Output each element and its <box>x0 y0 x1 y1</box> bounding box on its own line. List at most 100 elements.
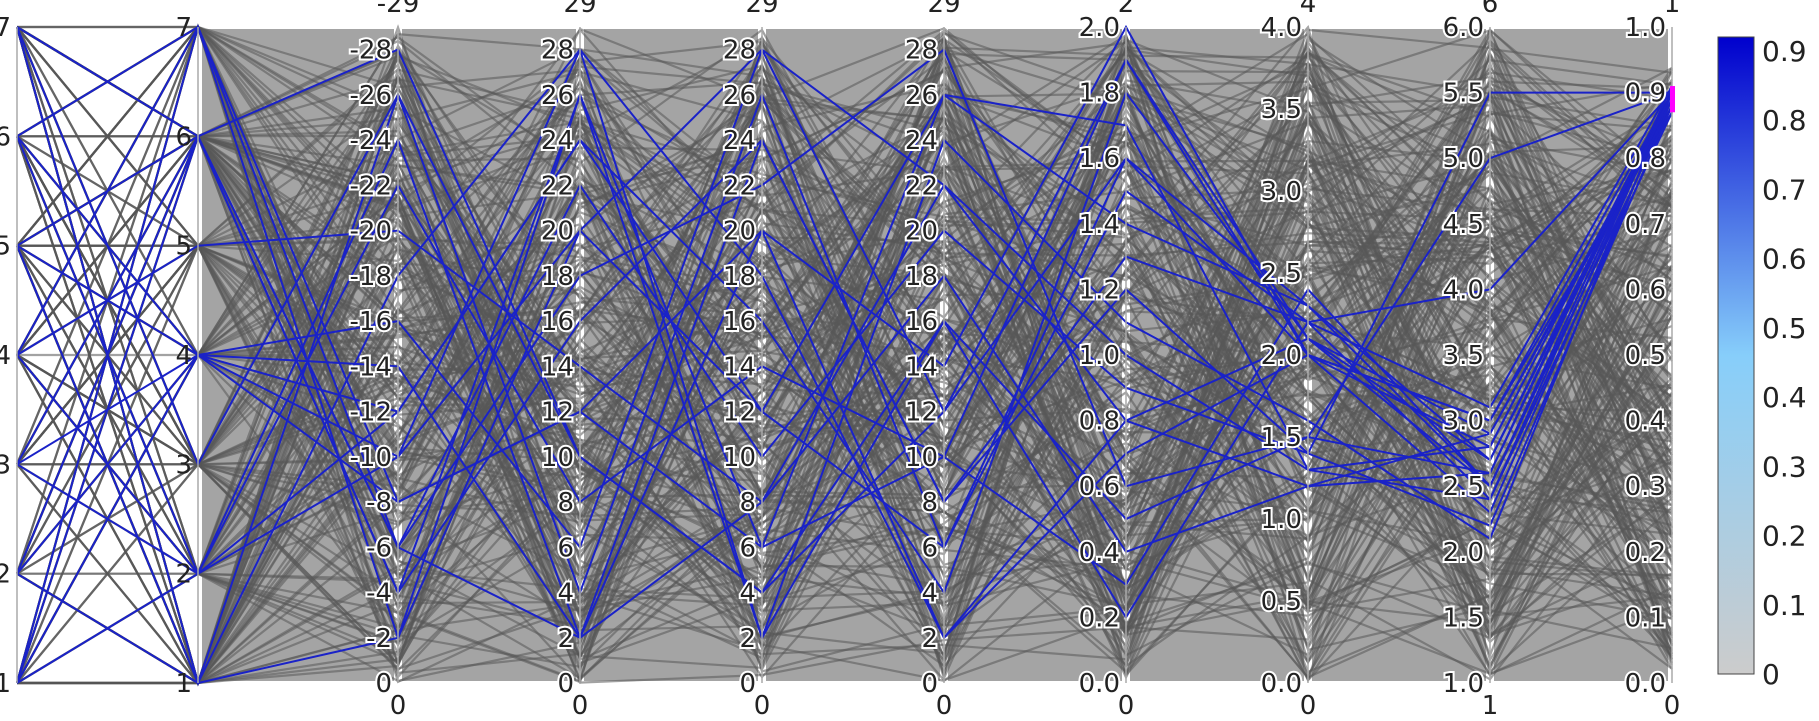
colorbar-tick-label: 0.3 <box>1762 450 1807 483</box>
axis-tick-label: 24 <box>723 126 756 156</box>
axis-tick-label: 0 <box>375 669 392 699</box>
axis-tick-label: 1.4 <box>1079 210 1120 240</box>
axis-tick-label: 1.2 <box>1079 275 1120 305</box>
axis-tick-label: 6.0 <box>1443 13 1484 43</box>
highlighted-line[interactable] <box>16 26 1673 594</box>
axis-top-label: 29 <box>563 0 596 19</box>
axis-tick-label: 5.0 <box>1443 144 1484 174</box>
axis-tick-label: 4 <box>175 341 192 371</box>
axis-tick-label: 2 <box>921 624 938 654</box>
axis-tick-label: 1.0 <box>1079 341 1120 371</box>
axis-tick-label: 20 <box>541 217 574 247</box>
axis-tick-label: 6 <box>175 122 192 152</box>
axis-tick-label: 5 <box>175 232 192 262</box>
axis-tick-label: 1.0 <box>1443 669 1484 699</box>
axis-tick-label: 28 <box>723 36 756 66</box>
axis-bottom-label: 0 <box>1300 691 1317 721</box>
axis-tick-label: -14 <box>350 352 392 382</box>
axis-tick-label: 16 <box>541 307 574 337</box>
axis-tick-label: 0.0 <box>1261 669 1302 699</box>
axes: 123456712345670-2-4-6-8-10-12-14-16-18-2… <box>0 0 1680 721</box>
axis-top-label: 29 <box>745 0 778 19</box>
axis-tick-label: 0.2 <box>1625 538 1666 568</box>
axis-bottom-label: 0 <box>754 691 771 721</box>
axis-top-label: 1 <box>1664 0 1681 19</box>
axis-tick-label: -16 <box>350 307 392 337</box>
axis-tick-label: 26 <box>905 81 938 111</box>
axis-tick-label: 20 <box>723 217 756 247</box>
axis-top-label: 2 <box>1118 0 1135 19</box>
highlighted-line[interactable] <box>16 93 1673 685</box>
colorbar-gradient <box>1717 36 1755 675</box>
axis-tick-label: 0.4 <box>1079 538 1120 568</box>
axis-tick-label: 0.7 <box>1625 210 1666 240</box>
axis-tick-label: 0.3 <box>1625 472 1666 502</box>
context-density-band <box>1494 29 1668 681</box>
axis-tick-label: 0.0 <box>1625 669 1666 699</box>
axis-tick-label: 14 <box>541 352 574 382</box>
axis-tick-label: 2 <box>739 624 756 654</box>
highlighted-line[interactable] <box>16 23 1673 684</box>
colorbar-tick-label: 0.5 <box>1762 312 1807 345</box>
constraint-range-marker[interactable] <box>1670 86 1675 113</box>
highlighted-line[interactable] <box>16 48 1673 594</box>
axis-tick-label: 2.5 <box>1443 472 1484 502</box>
axis-tick-label: 26 <box>541 81 574 111</box>
colorbar: 0 0.1 0.2 0.3 0.4 0.5 0.6 0.7 0.8 0.9 <box>1717 35 1807 691</box>
axis-tick-label: 10 <box>723 443 756 473</box>
axis-tick-label: 3.5 <box>1443 341 1484 371</box>
context-density-band <box>402 29 576 681</box>
axis-tick-label: 2.0 <box>1261 341 1302 371</box>
axis-tick-label: 1.0 <box>1261 505 1302 535</box>
axis-tick-label: 22 <box>723 171 756 201</box>
axis-tick-label: -12 <box>350 398 392 428</box>
axis-tick-label: 3.5 <box>1261 95 1302 125</box>
axis-tick-label: 2.0 <box>1443 538 1484 568</box>
axis-top-label: 6 <box>1482 0 1499 19</box>
highlighted-line[interactable] <box>16 24 1673 640</box>
colorbar-tick-label: 0.7 <box>1762 173 1807 206</box>
highlighted-line[interactable] <box>16 92 1673 684</box>
axis-bottom-label: 0 <box>936 691 953 721</box>
axis-top-label: 29 <box>927 0 960 19</box>
axis-tick-label: 20 <box>905 217 938 247</box>
axis-tick-label: 14 <box>905 352 938 382</box>
axis-tick-label: 0.1 <box>1625 603 1666 633</box>
axis-tick-label: 6 <box>557 533 574 563</box>
axis-tick-label: 10 <box>541 443 574 473</box>
axis-tick-label: 1.6 <box>1079 144 1120 174</box>
axis-tick-label: -24 <box>350 126 392 156</box>
axis-tick-label: 22 <box>541 171 574 201</box>
axis-tick-label: 0.8 <box>1079 407 1120 437</box>
highlighted-line[interactable] <box>16 26 1673 595</box>
axis-tick-label: -20 <box>350 217 392 247</box>
highlighted-line[interactable] <box>16 98 1673 639</box>
axis-tick-label: 1.0 <box>1625 13 1666 43</box>
axis-tick-label: 24 <box>541 126 574 156</box>
highlighted-lines <box>16 23 1673 686</box>
colorbar-tick-label: 0.4 <box>1762 381 1807 414</box>
axis-tick-label: -4 <box>366 579 392 609</box>
highlighted-line[interactable] <box>16 25 1673 641</box>
axis-bottom-label: 0 <box>1664 691 1681 721</box>
axis-tick-label: 0.9 <box>1625 79 1666 109</box>
axis-tick-label: 1 <box>0 669 11 699</box>
axis-tick-label: 8 <box>739 488 756 518</box>
axis-tick-label: 16 <box>905 307 938 337</box>
axis-tick-label: -22 <box>350 171 392 201</box>
highlighted-line[interactable] <box>16 24 1673 550</box>
colorbar-tick-label: 0.2 <box>1762 520 1807 553</box>
highlighted-line[interactable] <box>16 47 1673 575</box>
axis-tick-label: 22 <box>905 171 938 201</box>
colorbar-tick-label: 0.6 <box>1762 243 1807 276</box>
axis-tick-label: -18 <box>350 262 392 292</box>
axis-tick-label: 2 <box>557 624 574 654</box>
axis-tick-label: 2 <box>0 560 11 590</box>
axis-tick-label: 24 <box>905 126 938 156</box>
axis-bottom-label: 1 <box>1482 691 1499 721</box>
axis-tick-label: 28 <box>905 36 938 66</box>
axis-tick-label: 12 <box>905 398 938 428</box>
axis-bottom-label: 0 <box>1118 691 1135 721</box>
axis-tick-label: 18 <box>905 262 938 292</box>
axis-tick-label: 2.5 <box>1261 259 1302 289</box>
